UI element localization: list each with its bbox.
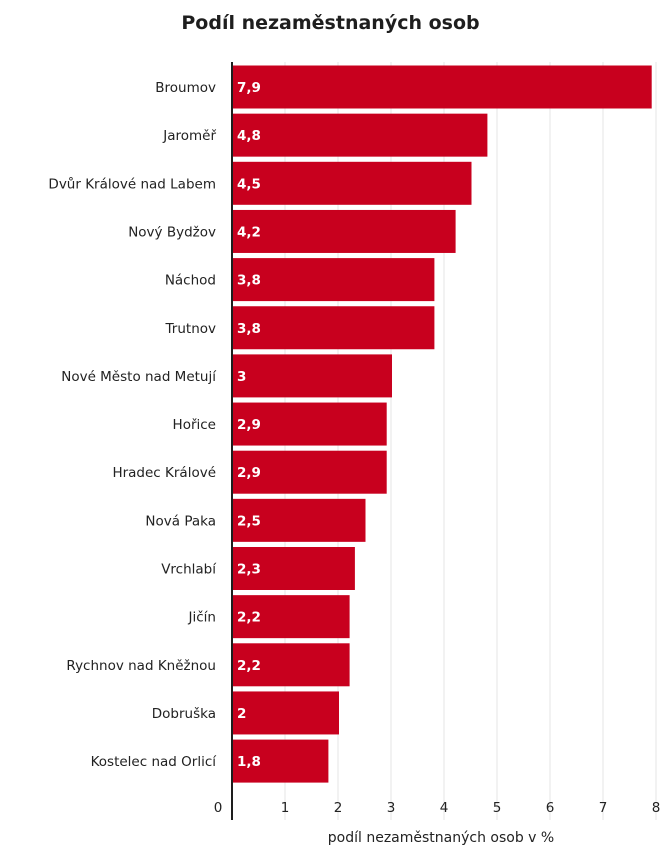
chart-title: Podíl nezaměstnaných osob bbox=[181, 12, 480, 34]
category-label: Jičín bbox=[188, 610, 216, 626]
category-label: Náchod bbox=[165, 273, 216, 289]
x-tick-label: 6 bbox=[546, 800, 555, 816]
x-tick-label: 5 bbox=[493, 800, 502, 816]
x-tick-label: 0 bbox=[214, 800, 223, 816]
bar bbox=[233, 258, 435, 302]
category-label: Vrchlabí bbox=[161, 562, 217, 578]
data-label: 2,9 bbox=[237, 417, 261, 433]
bar bbox=[233, 354, 392, 398]
category-label: Kostelec nad Orlicí bbox=[91, 754, 218, 770]
data-label: 2 bbox=[237, 706, 246, 722]
bar bbox=[233, 306, 435, 350]
bar bbox=[233, 65, 652, 109]
x-tick-label: 3 bbox=[387, 800, 396, 816]
category-label: Hořice bbox=[173, 417, 216, 433]
category-label: Dobruška bbox=[152, 706, 216, 722]
data-label: 4,8 bbox=[237, 128, 261, 144]
x-tick-label: 2 bbox=[334, 800, 343, 816]
bar bbox=[233, 450, 387, 494]
category-label: Nové Město nad Metují bbox=[61, 369, 217, 385]
data-label: 2,2 bbox=[237, 658, 261, 674]
data-label: 3,8 bbox=[237, 273, 261, 289]
category-label: Trutnov bbox=[165, 321, 216, 337]
bar bbox=[233, 739, 329, 783]
data-label: 4,2 bbox=[237, 224, 261, 240]
data-label: 3,8 bbox=[237, 321, 261, 337]
bar bbox=[233, 209, 456, 253]
category-label: Jaroměř bbox=[162, 128, 216, 144]
data-label: 7,9 bbox=[237, 80, 261, 96]
category-label: Dvůr Králové nad Labem bbox=[48, 176, 216, 192]
data-label: 2,9 bbox=[237, 465, 261, 481]
category-label: Broumov bbox=[155, 80, 216, 96]
bar bbox=[233, 547, 355, 590]
x-tick-label: 8 bbox=[652, 800, 661, 816]
bar bbox=[233, 595, 350, 639]
bar bbox=[233, 643, 350, 687]
x-axis-title: podíl nezaměstnaných osob v % bbox=[328, 830, 554, 846]
x-tick-label: 7 bbox=[599, 800, 608, 816]
x-tick-label: 4 bbox=[440, 800, 449, 816]
category-label: Rychnov nad Kněžnou bbox=[66, 658, 216, 674]
category-label: Nová Paka bbox=[145, 513, 216, 529]
bar bbox=[233, 691, 339, 735]
data-label: 2,2 bbox=[237, 610, 261, 626]
category-label: Nový Bydžov bbox=[128, 224, 216, 240]
data-label: 2,5 bbox=[237, 513, 261, 529]
bar bbox=[233, 402, 387, 446]
labels: 0 1 2 3 4 5 6 7 8 7,9 Broumov 4,8 Jaroměř 4,5 Dvůr Krá… bbox=[48, 80, 660, 816]
bars bbox=[233, 65, 652, 783]
data-label: 1,8 bbox=[237, 754, 261, 770]
data-label: 3 bbox=[237, 369, 246, 385]
data-label: 2,3 bbox=[237, 562, 261, 578]
category-label: Hradec Králové bbox=[112, 465, 216, 481]
bar bbox=[233, 498, 366, 542]
bar bbox=[233, 161, 472, 205]
data-label: 4,5 bbox=[237, 176, 261, 192]
bar bbox=[233, 113, 488, 157]
x-tick-label: 1 bbox=[281, 800, 290, 816]
